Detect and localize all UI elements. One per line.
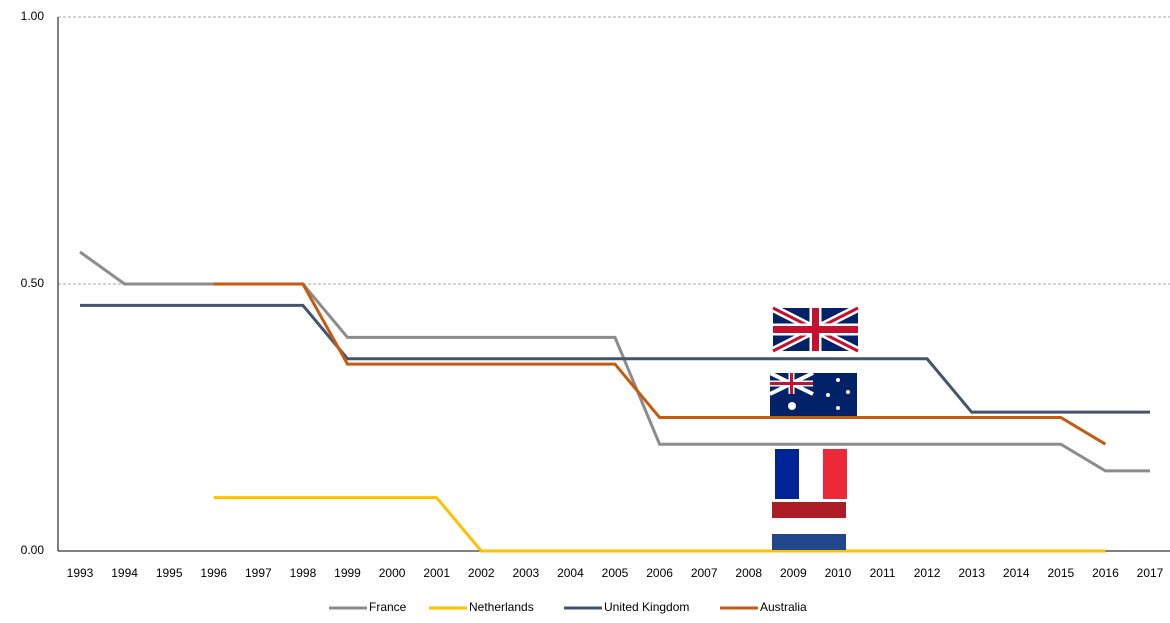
x-tick-label: 2009 bbox=[780, 566, 807, 580]
x-tick-label: 2005 bbox=[602, 566, 629, 580]
x-tick-label: 2001 bbox=[423, 566, 450, 580]
x-tick-label: 2000 bbox=[379, 566, 406, 580]
x-tick-label: 1994 bbox=[111, 566, 138, 580]
series-line bbox=[80, 303, 1150, 414]
x-tick-label: 2010 bbox=[825, 566, 852, 580]
x-tick-label: 2004 bbox=[557, 566, 584, 580]
legend-label: Australia bbox=[760, 600, 807, 614]
x-tick-label: 2011 bbox=[870, 566, 896, 580]
netherlands-flag bbox=[772, 502, 846, 550]
x-tick-label: 1995 bbox=[156, 566, 183, 580]
x-tick-label: 2017 bbox=[1137, 566, 1164, 580]
x-tick-label: 1993 bbox=[67, 566, 94, 580]
x-tick-label: 1996 bbox=[200, 566, 227, 580]
y-tick-label: 1.00 bbox=[21, 9, 45, 23]
legend-label: Netherlands bbox=[469, 600, 534, 614]
france-flag bbox=[775, 449, 847, 499]
x-tick-label: 2012 bbox=[914, 566, 941, 580]
x-tick-label: 1999 bbox=[334, 566, 361, 580]
x-tick-label: 2008 bbox=[735, 566, 762, 580]
x-tick-label: 2016 bbox=[1092, 566, 1119, 580]
x-tick-label: 1998 bbox=[290, 566, 317, 580]
y-tick-label: 0.00 bbox=[21, 543, 45, 557]
legend-label: France bbox=[369, 600, 407, 614]
x-tick-label: 2015 bbox=[1047, 566, 1074, 580]
series-line bbox=[213, 282, 1107, 446]
x-tick-label: 2013 bbox=[958, 566, 985, 580]
x-tick-label: 2007 bbox=[691, 566, 718, 580]
x-tick-label: 2002 bbox=[468, 566, 495, 580]
x-tick-label: 2003 bbox=[512, 566, 539, 580]
flags bbox=[769, 304, 860, 550]
series-line bbox=[213, 496, 1106, 553]
y-tick-label: 0.50 bbox=[21, 276, 45, 290]
x-tick-label: 2006 bbox=[646, 566, 673, 580]
legend-label: United Kingdom bbox=[604, 600, 689, 614]
x-tick-label: 2014 bbox=[1003, 566, 1030, 580]
australia-flag bbox=[769, 371, 857, 416]
uk-flag bbox=[771, 304, 860, 355]
x-tick-label: 1997 bbox=[245, 566, 272, 580]
